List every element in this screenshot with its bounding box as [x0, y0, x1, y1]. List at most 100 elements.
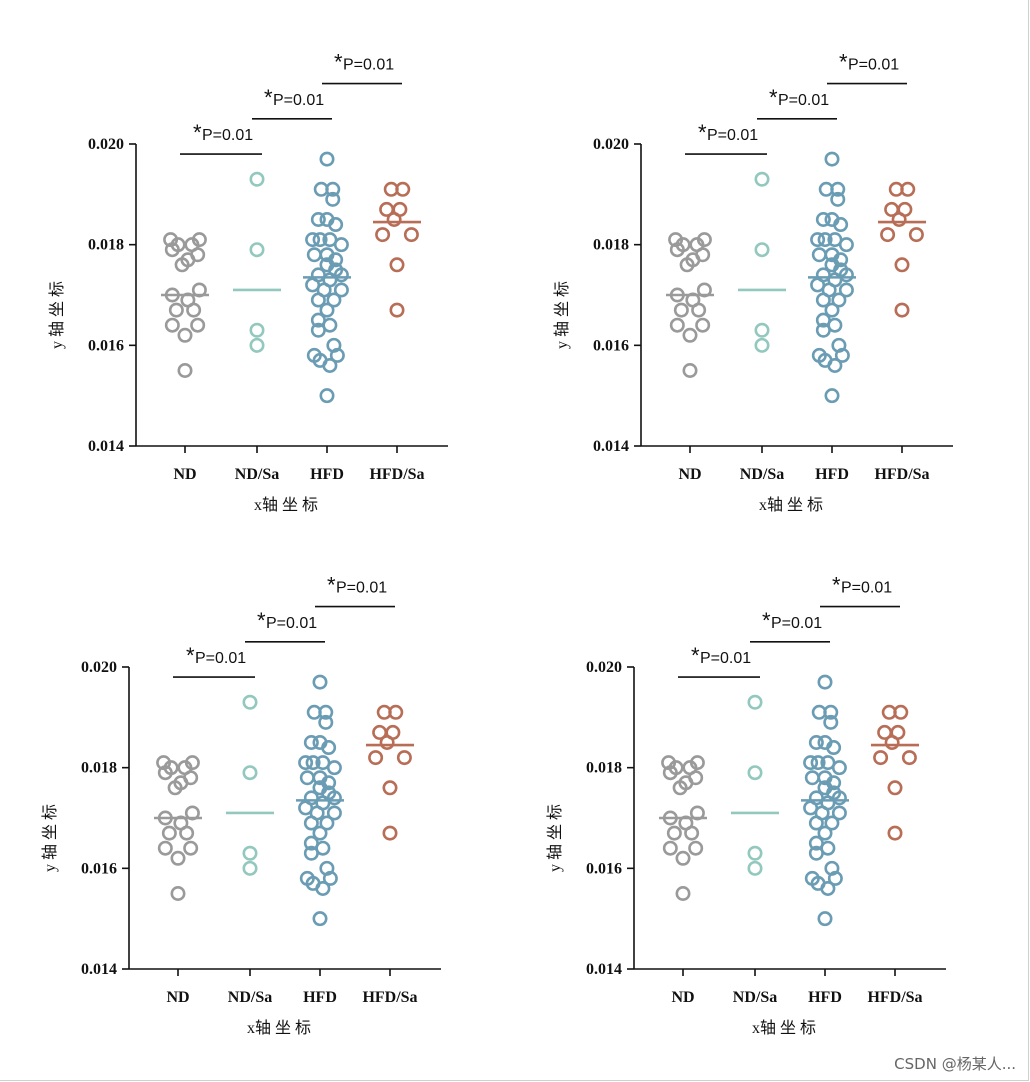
- significance-label: P=0.01: [266, 615, 317, 632]
- data-point: [305, 232, 321, 248]
- data-point: [754, 242, 770, 258]
- data-point: [894, 302, 910, 318]
- data-point: [682, 327, 698, 343]
- data-point: [183, 840, 199, 856]
- significance-label: P=0.01: [771, 615, 822, 632]
- data-point: [326, 805, 342, 821]
- data-point: [817, 674, 833, 690]
- x-category-label: ND/Sa: [733, 989, 777, 1006]
- data-point: [242, 694, 258, 710]
- data-point: [691, 302, 707, 318]
- data-point: [754, 322, 770, 338]
- y-axis-title: y 轴 坐 标: [546, 804, 564, 872]
- data-point: [382, 780, 398, 796]
- y-tick-label: 0.020: [88, 136, 124, 153]
- data-point: [887, 825, 903, 841]
- significance-star: *: [769, 85, 778, 110]
- data-point: [328, 217, 344, 233]
- data-point: [830, 191, 846, 207]
- y-tick-label: 0.014: [88, 438, 124, 455]
- data-point: [249, 242, 265, 258]
- data-point: [325, 191, 341, 207]
- data-point: [322, 870, 338, 886]
- chart-panel-top-right: 0.014 0.016 0.018 0.020 ND ND/Sa HFD HFD/Sa x轴 坐…: [553, 50, 953, 514]
- data-point: [824, 151, 840, 167]
- data-point: [303, 845, 319, 861]
- data-point: [893, 704, 909, 720]
- x-category-label: ND/Sa: [740, 466, 784, 483]
- data-point: [894, 257, 910, 273]
- significance-label: P=0.01: [841, 580, 892, 597]
- data-point: [747, 694, 763, 710]
- data-point: [164, 317, 180, 333]
- y-tick-label: 0.018: [586, 760, 622, 777]
- data-point: [880, 227, 896, 243]
- y-tick-label: 0.016: [593, 337, 629, 354]
- significance-star: *: [839, 50, 848, 75]
- data-point: [396, 750, 412, 766]
- x-category-label: ND: [166, 989, 189, 1006]
- data-point: [242, 765, 258, 781]
- data-point: [830, 181, 846, 197]
- data-point: [669, 242, 685, 258]
- significance-star: *: [334, 50, 343, 75]
- data-point: [319, 815, 335, 831]
- data-point: [815, 322, 831, 338]
- x-axis-title: x轴 坐 标: [752, 1019, 816, 1037]
- data-point: [186, 302, 202, 318]
- data-point: [838, 282, 854, 298]
- data-point: [321, 740, 337, 756]
- x-category-label: ND: [671, 989, 694, 1006]
- data-point: [891, 212, 907, 228]
- data-point: [808, 815, 824, 831]
- data-point: [375, 227, 391, 243]
- x-category-label: HFD/Sa: [867, 989, 922, 1006]
- data-point: [662, 840, 678, 856]
- significance-star: *: [257, 608, 266, 633]
- data-point: [838, 237, 854, 253]
- data-point: [815, 212, 831, 228]
- data-point: [804, 770, 820, 786]
- data-point: [817, 232, 833, 248]
- y-axis-title: y 轴 坐 标: [41, 804, 59, 872]
- y-axis-title: y 轴 坐 标: [48, 281, 66, 349]
- data-point: [310, 322, 326, 338]
- data-point: [824, 388, 840, 404]
- significance-star: *: [186, 643, 195, 668]
- data-point: [382, 825, 398, 841]
- data-point: [754, 171, 770, 187]
- data-point: [403, 227, 419, 243]
- significance-label: P=0.01: [343, 57, 394, 74]
- significance-label: P=0.01: [195, 650, 246, 667]
- data-point: [688, 840, 704, 856]
- data-point: [386, 212, 402, 228]
- data-point: [312, 825, 328, 841]
- significance-label: P=0.01: [202, 127, 253, 144]
- significance-star: *: [698, 120, 707, 145]
- data-point: [318, 714, 334, 730]
- data-point: [754, 337, 770, 353]
- x-category-label: ND/Sa: [228, 989, 272, 1006]
- data-point: [305, 755, 321, 771]
- data-point: [388, 704, 404, 720]
- significance-label: P=0.01: [707, 127, 758, 144]
- data-point: [747, 860, 763, 876]
- data-point: [333, 237, 349, 253]
- x-category-label: ND: [678, 466, 701, 483]
- y-tick-label: 0.018: [88, 237, 124, 254]
- data-point: [810, 232, 826, 248]
- data-point: [177, 362, 193, 378]
- y-tick-label: 0.014: [586, 961, 622, 978]
- data-point: [831, 805, 847, 821]
- x-category-label: HFD/Sa: [362, 989, 417, 1006]
- x-category-label: HFD: [808, 989, 842, 1006]
- data-point: [824, 815, 840, 831]
- data-point: [177, 327, 193, 343]
- y-tick-label: 0.014: [593, 438, 629, 455]
- data-point: [685, 252, 701, 268]
- x-category-label: HFD: [310, 466, 344, 483]
- x-axis-title: x轴 坐 标: [759, 496, 823, 514]
- data-point: [900, 181, 916, 197]
- x-category-label: ND: [173, 466, 196, 483]
